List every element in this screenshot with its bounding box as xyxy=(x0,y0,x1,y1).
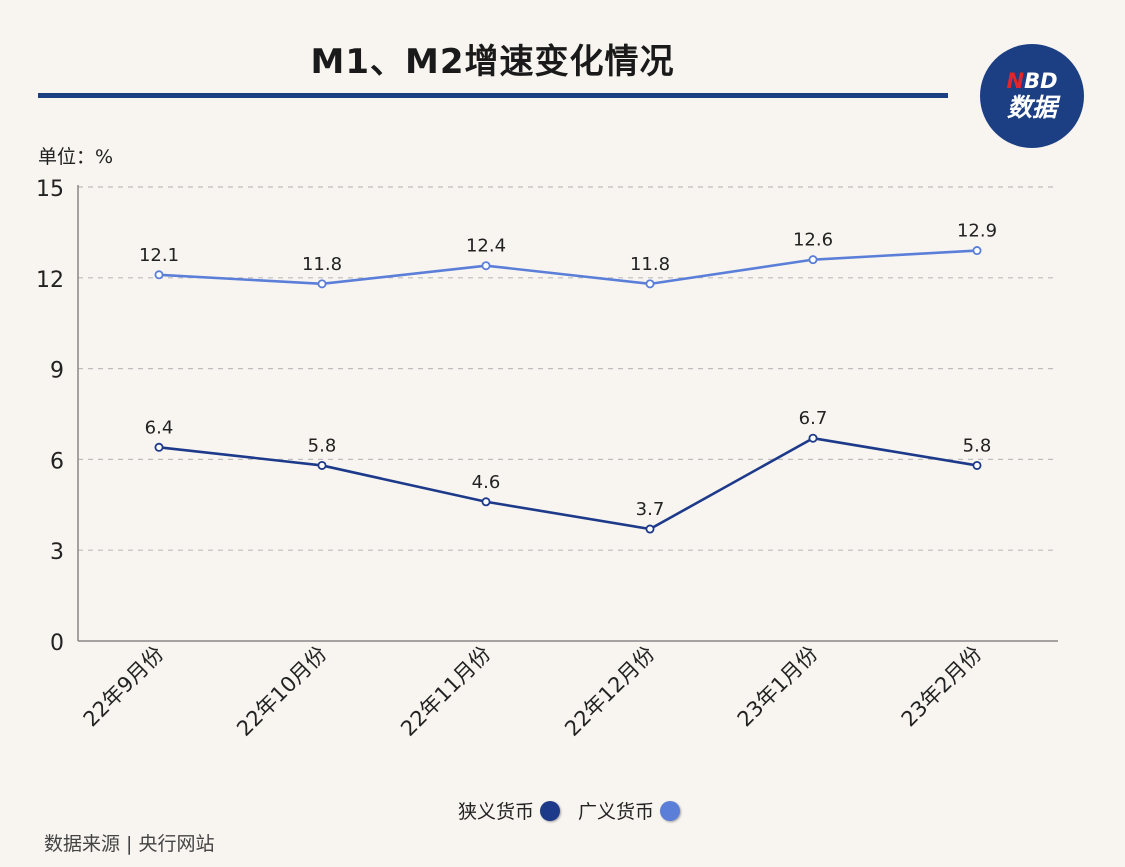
data-label-m2-5: 12.9 xyxy=(957,221,997,242)
data-point-m1-5 xyxy=(972,460,982,470)
data-point-m2-1 xyxy=(317,279,327,289)
series-line-m1 xyxy=(158,436,978,531)
data-point-m1-3 xyxy=(645,524,655,534)
legend-item-m2: 广义货币 xyxy=(578,797,681,824)
data-point-m1-4 xyxy=(808,433,818,443)
y-tick-label-12: 12 xyxy=(36,268,64,293)
data-point-m2-2 xyxy=(481,261,491,271)
data-label-m1-4: 6.7 xyxy=(799,408,828,429)
series-line-m2 xyxy=(158,249,978,286)
data-point-m2-4 xyxy=(808,255,818,265)
data-source: 数据来源 | 央行网站 xyxy=(44,833,215,855)
y-tick-label-15: 15 xyxy=(36,177,64,202)
logo-letters-bd: BD xyxy=(1024,69,1058,93)
legend-item-m1: 狭义货币 xyxy=(458,797,561,824)
legend-label-m1: 狭义货币 xyxy=(458,801,535,823)
title-underline xyxy=(38,93,948,98)
nbd-logo: NBD 数据 xyxy=(980,44,1084,148)
data-label-m2-2: 12.4 xyxy=(466,236,506,257)
data-point-m2-3 xyxy=(645,279,655,289)
x-tick-label-4: 23年1月份 xyxy=(733,642,823,732)
data-label-m2-3: 11.8 xyxy=(630,254,670,275)
data-label-m1-2: 4.6 xyxy=(472,472,501,493)
y-tick-label-3: 3 xyxy=(50,540,64,565)
y-tick-label-9: 9 xyxy=(50,359,64,384)
data-point-m1-2 xyxy=(481,497,491,507)
data-label-m1-1: 5.8 xyxy=(308,435,337,456)
legend: 狭义货币 广义货币 xyxy=(458,797,698,824)
data-label-m2-4: 12.6 xyxy=(793,230,833,251)
data-label-m2-1: 11.8 xyxy=(302,254,342,275)
legend-label-m2: 广义货币 xyxy=(578,801,655,823)
data-label-m1-0: 6.4 xyxy=(145,417,174,438)
logo-text-top: NBD xyxy=(1006,69,1057,93)
legend-dot-m2 xyxy=(660,800,681,821)
data-point-m2-0 xyxy=(154,270,164,280)
logo-text-bottom: 数据 xyxy=(1006,93,1057,122)
legend-dot-m1 xyxy=(540,800,561,821)
y-tick-label-0: 0 xyxy=(50,631,64,656)
x-tick-label-2: 22年11月份 xyxy=(396,642,495,741)
x-tick-label-3: 22年12月份 xyxy=(560,642,659,741)
logo-letter-n: N xyxy=(1006,69,1025,93)
data-point-m1-1 xyxy=(317,460,327,470)
data-label-m2-0: 12.1 xyxy=(139,245,179,266)
data-point-m1-0 xyxy=(154,442,164,452)
y-tick-label-6: 6 xyxy=(50,449,64,474)
data-label-m1-3: 3.7 xyxy=(636,499,665,520)
data-label-m1-5: 5.8 xyxy=(963,435,992,456)
x-tick-label-5: 23年2月份 xyxy=(897,642,987,732)
y-axis-unit: 单位：% xyxy=(38,146,114,168)
x-tick-label-1: 22年10月份 xyxy=(232,642,331,741)
chart-title: M1、M2增速变化情况 xyxy=(310,42,675,82)
x-tick-label-0: 22年9月份 xyxy=(79,642,169,732)
data-point-m2-5 xyxy=(972,246,982,256)
